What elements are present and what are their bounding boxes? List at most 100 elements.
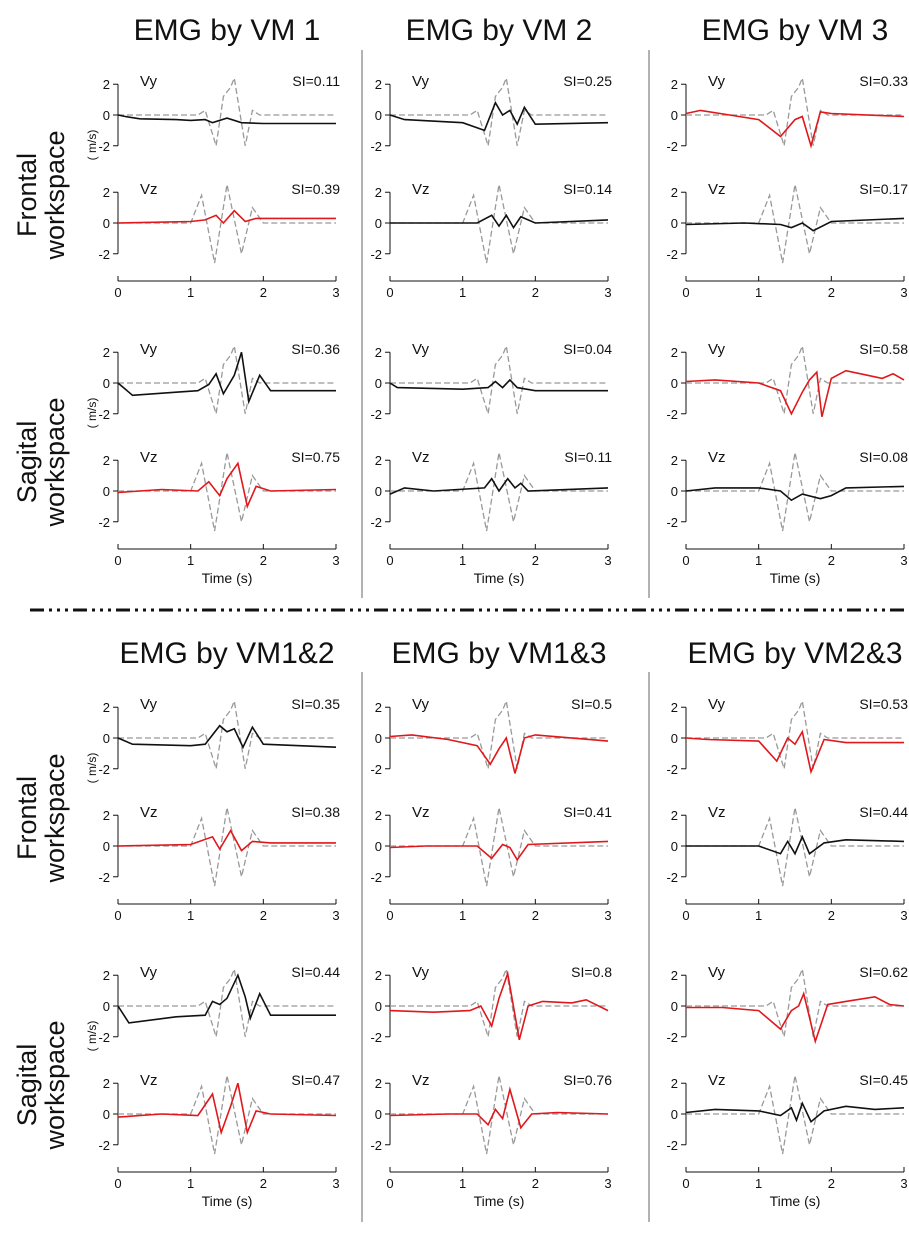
response-curve	[117, 461, 337, 509]
y-tick-label: 0	[103, 839, 110, 854]
si-label: SI=0.39	[291, 181, 340, 197]
x-axis-label: Time (s)	[770, 1193, 821, 1209]
panel-1-2-frontal: 2 0 -2 Vy SI=0.53 2 0 -2 Vz SI=0.44 0 1 2 3	[666, 696, 908, 923]
response-curve	[117, 973, 336, 1024]
panel-1-1-frontal: 2 0 -2 Vy SI=0.5 2 0 -2 Vz SI=0.41 0 1 2 3	[370, 696, 612, 923]
y-tick-label: -2	[666, 515, 678, 530]
y-tick-label: 2	[671, 968, 678, 983]
component-label: Vy	[708, 696, 725, 713]
x-tick-label: 0	[114, 908, 121, 923]
row-title-line: Frontal	[12, 776, 42, 860]
panel-1-1-sagital: 2 0 -2 Vy SI=0.8 2 0 -2 Vz SI=0.76 0 1 2 3 Time (s)	[370, 964, 612, 1209]
y-tick-label: 0	[671, 1107, 678, 1122]
x-tick-label: 0	[386, 285, 393, 300]
y-tick-label: -2	[98, 762, 110, 777]
y-tick-label: 2	[375, 77, 382, 92]
reference-curve	[686, 1075, 904, 1155]
y-tick-label: 0	[671, 484, 678, 499]
component-label: Vy	[412, 964, 429, 981]
component-label: Vz	[412, 181, 430, 198]
x-tick-label: 2	[260, 285, 267, 300]
y-tick-label: -2	[666, 1138, 678, 1153]
si-label: SI=0.11	[292, 73, 340, 89]
response-curve	[686, 991, 905, 1045]
row-title-line: workspace	[40, 753, 70, 883]
y-tick-label: 2	[671, 453, 678, 468]
y-tick-label: 2	[671, 77, 678, 92]
si-label: SI=0.11	[564, 449, 612, 465]
response-curve	[685, 485, 905, 502]
row-title-line: workspace	[40, 130, 70, 260]
si-label: SI=0.14	[563, 181, 612, 197]
response-curve	[117, 1082, 337, 1136]
units-text: ( m/s)	[85, 130, 99, 161]
x-tick-label: 0	[114, 553, 121, 568]
panel-0-2-sagital: 2 0 -2 Vy SI=0.58 2 0 -2 Vz SI=0.08 0 1 2 3 Time (s)	[666, 341, 908, 586]
response-curve	[685, 217, 905, 232]
si-label: SI=0.75	[291, 449, 340, 465]
component-label: Vz	[140, 181, 158, 198]
si-label: SI=0.5	[571, 696, 612, 712]
y-tick-label: -2	[98, 870, 110, 885]
x-tick-label: 2	[532, 285, 539, 300]
response-curve	[117, 114, 336, 125]
y-tick-label: 2	[103, 700, 110, 715]
y-tick-label: 0	[103, 108, 110, 123]
x-tick-label: 1	[187, 1176, 194, 1191]
units-label: ( m/s)	[85, 398, 99, 429]
reference-curve	[118, 1075, 336, 1155]
reference-curve	[118, 807, 336, 887]
component-label: Vz	[708, 449, 726, 466]
component-label: Vz	[140, 1072, 158, 1089]
y-tick-label: 0	[671, 108, 678, 123]
response-curve	[389, 840, 609, 862]
response-curve	[117, 724, 337, 750]
y-tick-label: 0	[103, 731, 110, 746]
y-tick-label: -2	[98, 407, 110, 422]
row-title-line: workspace	[40, 397, 70, 527]
y-tick-label: 2	[375, 1076, 382, 1091]
x-tick-label: 1	[755, 285, 762, 300]
component-label: Vy	[140, 341, 157, 358]
si-label: SI=0.44	[859, 804, 908, 820]
x-axis-label: Time (s)	[202, 570, 253, 586]
y-tick-label: 2	[103, 1076, 110, 1091]
y-tick-label: 0	[671, 376, 678, 391]
reference-curve	[390, 343, 608, 414]
y-tick-label: 0	[103, 216, 110, 231]
x-tick-label: 3	[332, 908, 339, 923]
si-label: SI=0.53	[859, 696, 908, 712]
si-label: SI=0.04	[563, 341, 612, 357]
panel-1-0-frontal: 2 0 -2 Vy SI=0.35 2 0 -2 Vz SI=0.38 0 1 2 3 ( m/s)	[85, 696, 340, 923]
reference-curve	[686, 452, 904, 532]
si-label: SI=0.41	[563, 804, 612, 820]
y-tick-label: -2	[370, 1030, 382, 1045]
y-tick-label: 0	[671, 731, 678, 746]
x-tick-label: 1	[755, 1176, 762, 1191]
y-tick-label: 2	[103, 77, 110, 92]
units-label: ( m/s)	[85, 130, 99, 161]
x-tick-label: 3	[900, 285, 907, 300]
reference-curve	[686, 807, 904, 887]
x-tick-label: 3	[332, 285, 339, 300]
y-tick-label: -2	[666, 762, 678, 777]
column-title: EMG by VM1&2	[119, 637, 334, 670]
x-tick-label: 0	[682, 908, 689, 923]
panel-1-2-sagital: 2 0 -2 Vy SI=0.62 2 0 -2 Vz SI=0.45 0 1 2 3 Time (s)	[666, 964, 908, 1209]
response-curve	[117, 828, 336, 852]
y-tick-label: 0	[375, 216, 382, 231]
response-curve	[685, 729, 904, 775]
y-tick-label: 2	[375, 185, 382, 200]
response-curve	[117, 209, 336, 225]
reference-curve	[118, 966, 336, 1037]
component-label: Vz	[412, 804, 430, 821]
component-label: Vy	[412, 73, 429, 90]
reference-curve	[118, 452, 336, 532]
component-label: Vz	[708, 804, 726, 821]
y-tick-label: -2	[98, 515, 110, 530]
si-label: SI=0.08	[859, 449, 908, 465]
reference-curve	[390, 1075, 608, 1155]
x-tick-label: 3	[604, 553, 611, 568]
